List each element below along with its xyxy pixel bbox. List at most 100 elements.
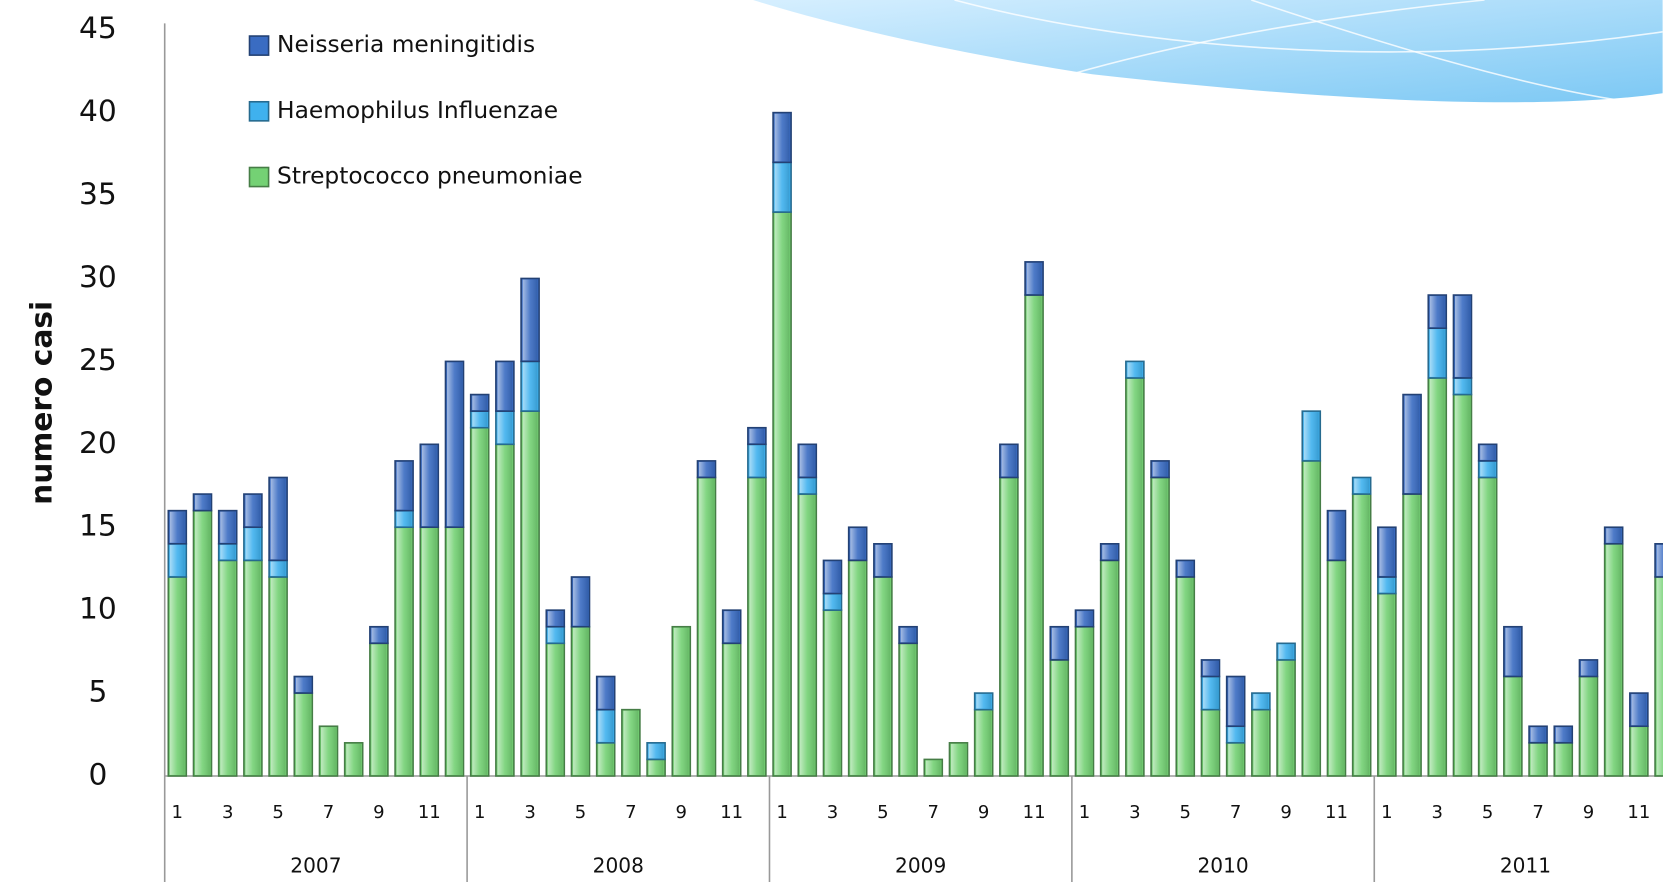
bar-shine xyxy=(850,528,866,560)
x-tick-label: 5 xyxy=(575,802,586,823)
bar-shine xyxy=(1455,296,1470,377)
x-tick-label: 7 xyxy=(1532,802,1543,823)
x-tick-label: 9 xyxy=(373,802,384,823)
x-tick-label: 11 xyxy=(720,802,743,823)
bar-shine xyxy=(1354,495,1370,775)
x-tick-label: 5 xyxy=(1482,802,1493,823)
bar-shine xyxy=(825,561,840,593)
bar-shine xyxy=(371,627,387,643)
x-tick-label: 5 xyxy=(1180,802,1191,823)
bar-shine xyxy=(1429,379,1445,775)
x-tick-label: 11 xyxy=(1325,802,1348,823)
bar-shine xyxy=(1278,660,1294,775)
bar-shine xyxy=(774,163,790,212)
y-tick-label: 25 xyxy=(79,342,117,377)
bar-shine xyxy=(900,644,916,775)
bar-shine xyxy=(421,528,437,775)
bar-shine xyxy=(1480,445,1496,460)
bar-shine xyxy=(1303,412,1319,460)
bar-shine xyxy=(1051,627,1067,659)
x-tick-label: 11 xyxy=(418,802,441,823)
bar-shine xyxy=(1051,660,1067,775)
bar-shine xyxy=(573,578,588,626)
bar-shine xyxy=(270,561,286,576)
legend-label: Neisseria meningitidis xyxy=(277,31,535,58)
bar-shine xyxy=(598,710,614,742)
bar-shine xyxy=(1001,445,1017,477)
legend-swatch xyxy=(248,166,270,188)
bar-shine xyxy=(925,760,941,775)
bar-shine xyxy=(195,495,210,510)
bar-shine xyxy=(1555,743,1571,775)
bar-shine xyxy=(1505,677,1521,775)
bar-shine xyxy=(195,511,210,775)
bar-shine xyxy=(951,743,966,775)
bar-shine xyxy=(724,611,740,643)
bar-shine xyxy=(799,478,815,493)
bar-shine xyxy=(1581,677,1596,775)
bar-shine xyxy=(1631,694,1647,726)
bar-shine xyxy=(1077,611,1092,626)
bar-shine xyxy=(799,445,815,477)
bar-shine xyxy=(1303,461,1319,775)
bar-shine xyxy=(220,544,236,560)
y-tick-label: 15 xyxy=(79,508,117,543)
bar-shine xyxy=(673,627,689,775)
y-tick-label: 30 xyxy=(79,259,117,294)
bar-shine xyxy=(270,578,286,775)
bar-shine xyxy=(522,412,538,775)
bar-shine xyxy=(1631,727,1647,775)
legend-label: Haemophilus Influenzae xyxy=(277,97,558,124)
bar-shine xyxy=(749,428,765,444)
x-tick-label: 5 xyxy=(877,802,888,823)
bar-shine xyxy=(472,395,488,411)
bar-shine xyxy=(623,710,639,775)
bar-shine xyxy=(1228,727,1244,742)
x-tick-label: 1 xyxy=(474,802,485,823)
bar-shine xyxy=(1354,478,1370,493)
bar-shine xyxy=(1455,379,1470,394)
bar-shine xyxy=(1329,561,1344,775)
bar-shine xyxy=(1203,710,1218,775)
x-tick-label: 7 xyxy=(625,802,636,823)
x-tick-label: 3 xyxy=(1129,802,1140,823)
bar-shine xyxy=(1102,544,1118,560)
x-tick-label: 11 xyxy=(1627,802,1650,823)
bar-shine xyxy=(825,594,840,610)
bar-shine xyxy=(371,644,387,775)
bar-shine xyxy=(346,743,362,775)
bar-shine xyxy=(1455,395,1470,775)
bar-shine xyxy=(295,694,311,775)
bar-shine xyxy=(169,544,185,576)
bar-shine xyxy=(522,279,538,361)
x-tick-label: 3 xyxy=(1432,802,1443,823)
x-group-label: 2011 xyxy=(1500,854,1551,878)
y-tick-label: 0 xyxy=(88,756,107,791)
bar-shine xyxy=(1581,660,1596,676)
bar-shine xyxy=(1026,262,1042,294)
bar-shine xyxy=(749,478,765,775)
bar-shine xyxy=(522,362,538,411)
bar-shine xyxy=(774,113,790,162)
y-tick-label: 45 xyxy=(79,10,117,45)
bar-shine xyxy=(1480,461,1496,477)
bar-shine xyxy=(1530,743,1546,775)
bar-shine xyxy=(1404,495,1420,775)
bar-shine xyxy=(1505,627,1521,676)
bar-shine xyxy=(1606,528,1622,543)
bar-shine xyxy=(1253,710,1269,775)
bar-shine xyxy=(1329,511,1344,560)
bar-shine xyxy=(547,627,563,643)
bar-shine xyxy=(1606,544,1622,775)
y-tick-label: 35 xyxy=(79,176,117,211)
bar-shine xyxy=(1127,379,1143,775)
x-group-label: 2007 xyxy=(290,854,341,878)
bar-shine xyxy=(1429,296,1445,328)
bar-shine xyxy=(850,561,866,775)
x-tick-label: 5 xyxy=(272,802,283,823)
bar-shine xyxy=(497,362,513,411)
bar-shine xyxy=(1152,461,1168,477)
bar-shine xyxy=(245,495,261,527)
bar-shine xyxy=(1253,694,1269,709)
bar-shine xyxy=(421,445,437,527)
